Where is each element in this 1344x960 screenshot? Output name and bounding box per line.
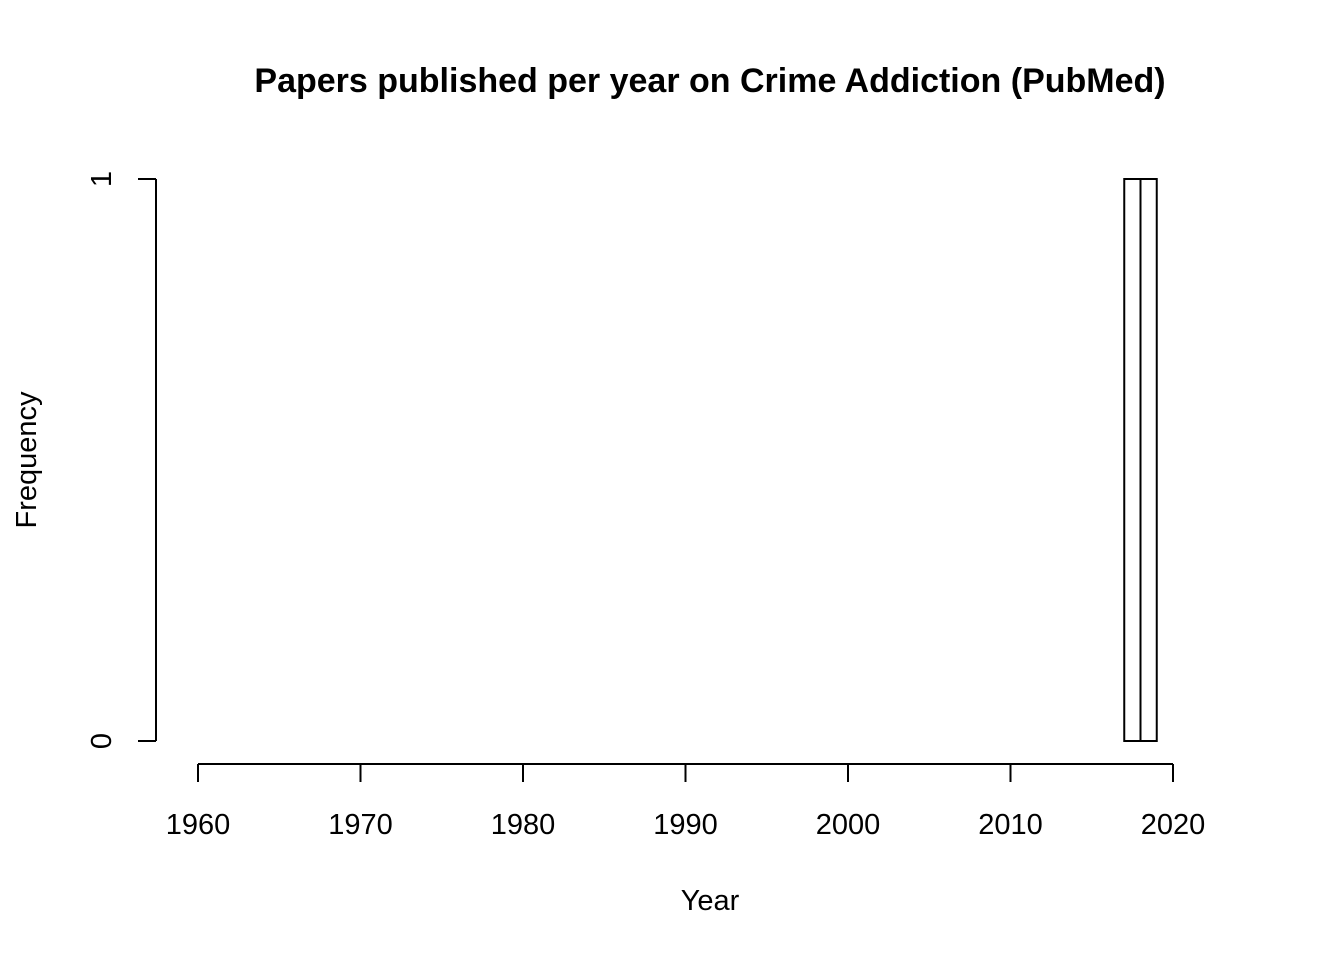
y-axis: 01	[86, 171, 157, 749]
y-tick-label-1: 1	[86, 171, 118, 187]
x-axis-label: Year	[681, 885, 740, 917]
histogram-bar-1	[1123, 178, 1142, 742]
y-tick-label-0: 0	[86, 733, 118, 749]
x-tick-label-2010: 2010	[978, 809, 1043, 841]
chart-title: Papers published per year on Crime Addic…	[254, 62, 1165, 100]
x-tick-label-1990: 1990	[653, 809, 718, 841]
x-tick-label-1970: 1970	[328, 809, 393, 841]
x-tick-label-1960: 1960	[166, 809, 231, 841]
x-tick-label-1980: 1980	[491, 809, 556, 841]
x-tick-label-2020: 2020	[1141, 809, 1206, 841]
y-axis-label: Frequency	[11, 391, 43, 529]
bars-group	[1123, 178, 1158, 742]
x-tick-label-2000: 2000	[816, 809, 881, 841]
x-axis: 1960 1970 1980 1990 2000 2010 2020	[166, 763, 1206, 841]
histogram-bar-2	[1139, 178, 1158, 742]
